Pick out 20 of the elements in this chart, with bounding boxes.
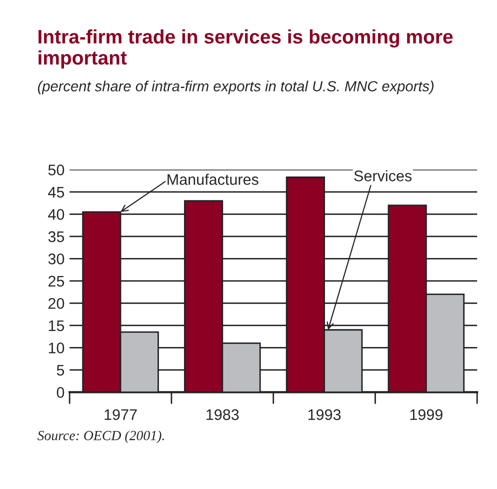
- x-tick-label: 1983: [206, 409, 239, 420]
- y-tick-label: 30: [48, 254, 64, 264]
- annotation: Services: [354, 170, 412, 182]
- y-tick-label: 20: [48, 298, 64, 309]
- source-note: Source: OECD (2001).: [37, 430, 164, 444]
- x-tick-label: 1999: [410, 409, 442, 420]
- y-tick-label: 50: [48, 164, 64, 176]
- y-tick-label: 25: [48, 276, 64, 287]
- y-tick-label: 15: [48, 320, 64, 332]
- chart-title: Intra-firm trade in services is becoming more important: [38, 29, 453, 68]
- x-tick-label: 1993: [308, 409, 341, 420]
- chart-subtitle: (percent share of intra-firm exports in total U.S. MNC exports): [38, 80, 434, 94]
- y-tick-label: 35: [48, 231, 64, 242]
- y-tick-label: 45: [48, 186, 64, 198]
- y-tick-label: 0: [56, 387, 64, 398]
- y-tick-label: 40: [48, 209, 64, 220]
- y-tick-label: 5: [56, 364, 64, 376]
- x-tick-label: 1977: [104, 409, 137, 420]
- y-tick-label: 10: [48, 342, 64, 354]
- annotation: Manufactures: [168, 174, 258, 185]
